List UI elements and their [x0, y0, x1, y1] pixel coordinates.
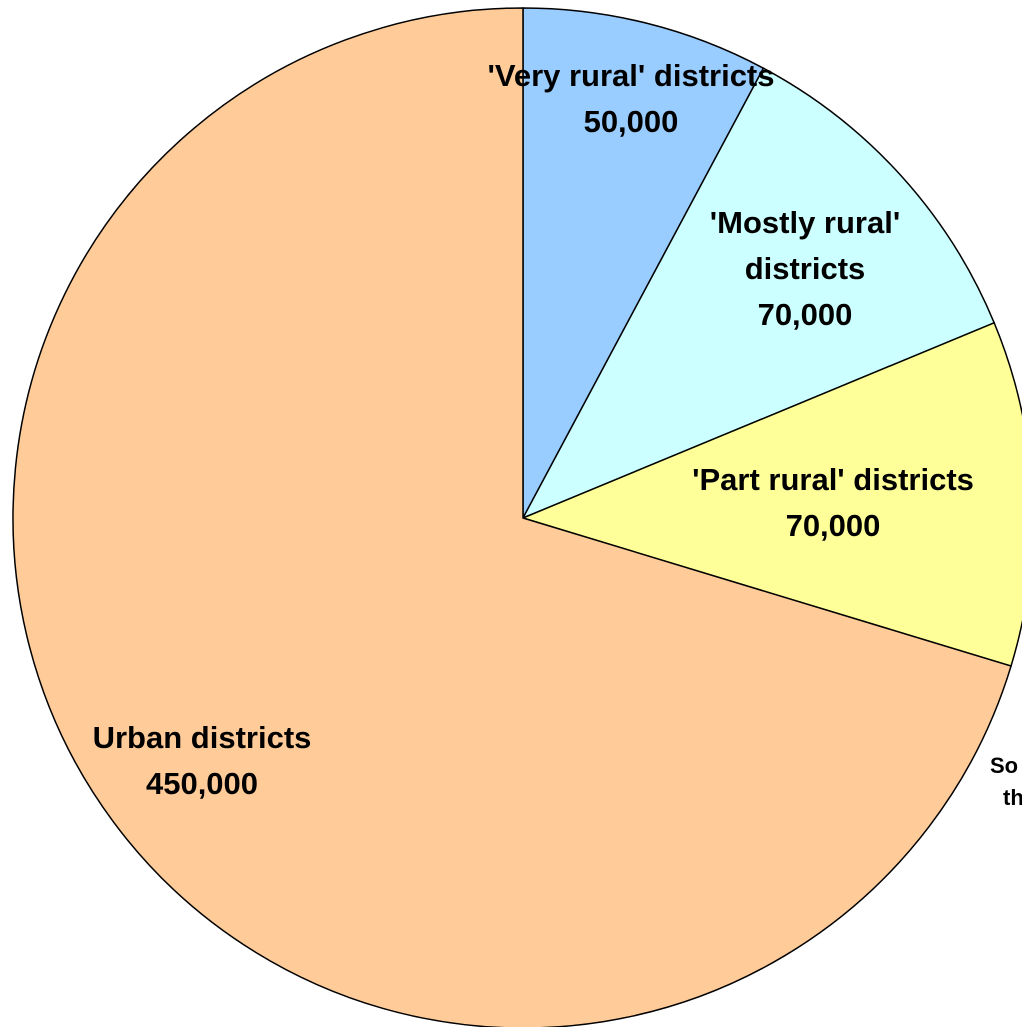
- slice-label-3-line-1: 450,000: [146, 766, 258, 801]
- pie-slice-1: [521, 67, 996, 520]
- pie-slices: [12, 7, 1022, 1027]
- slice-label-0: 'Very rural' districts 50,000: [488, 58, 775, 139]
- source-footnote: So th: [990, 753, 1022, 810]
- pie-slice-2: [520, 321, 1022, 667]
- slice-label-0-line-1: 50,000: [584, 104, 679, 139]
- slice-label-0-line-0: 'Very rural' districts: [488, 58, 775, 93]
- source-footnote-line-2: th: [1003, 785, 1022, 810]
- pie-slice-0: [522, 7, 765, 519]
- slice-label-1: 'Mostly rural' districts 70,000: [710, 205, 900, 332]
- slice-label-2: 'Part rural' districts 70,000: [692, 462, 974, 543]
- slice-label-1-line-1: districts: [745, 251, 866, 286]
- slice-label-2-line-0: 'Part rural' districts: [692, 462, 974, 497]
- slice-label-1-line-2: 70,000: [758, 297, 853, 332]
- pie-slice-3: [12, 7, 1012, 1027]
- slice-label-3: Urban districts 450,000: [93, 720, 312, 801]
- slice-labels: 'Very rural' districts 50,000 'Mostly rura…: [93, 58, 974, 801]
- slice-label-2-line-1: 70,000: [786, 508, 881, 543]
- slice-label-1-line-0: 'Mostly rural': [710, 205, 900, 240]
- source-footnote-line-1: So: [990, 753, 1018, 778]
- slice-label-3-line-0: Urban districts: [93, 720, 312, 755]
